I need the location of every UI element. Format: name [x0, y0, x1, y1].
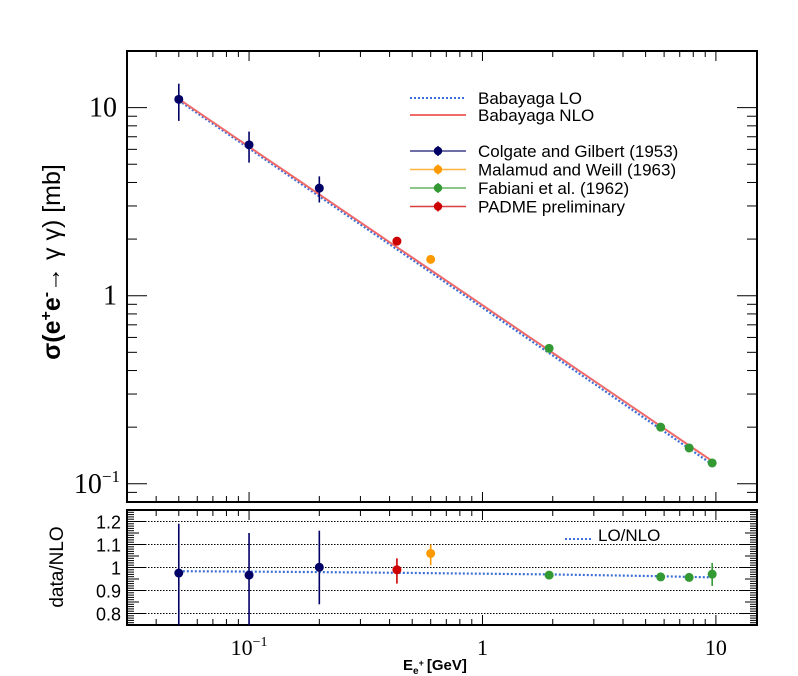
- x-tick-label: 10−1: [231, 635, 268, 660]
- legend-entry: Colgate and Gilbert (1953): [410, 142, 678, 161]
- y-tick-exponent: −1: [102, 467, 120, 486]
- main-data-point: [707, 458, 717, 468]
- legend-label: Colgate and Gilbert (1953): [478, 142, 678, 161]
- x-tick-exponent: −1: [253, 635, 268, 650]
- ratio-y-tick-label: 1.1: [96, 536, 121, 556]
- ratio-y-axis-title: data/NLO: [47, 526, 68, 607]
- ratio-y-tick-label: 0.8: [96, 605, 121, 625]
- ratio-data-point: [707, 569, 717, 579]
- ratio-panel: 10−1 1 10 0.8 0.9 1 1.1 1.2 LO/NLO: [96, 509, 758, 660]
- legend-entry: PADME preliminary: [410, 198, 626, 217]
- ratio-data-point: [684, 572, 694, 582]
- legend-label: PADME preliminary: [478, 198, 626, 217]
- legend-label: Malamud and Weill (1963): [478, 161, 676, 180]
- main-plot-frame: [126, 50, 758, 503]
- legend-swatch-marker: [433, 165, 443, 174]
- ratio-data-point: [544, 570, 554, 580]
- ratio-data-point: [426, 548, 436, 558]
- curve-babayaga-nlo: [178, 98, 713, 462]
- main-data-point: [244, 140, 254, 150]
- main-data-point: [684, 443, 694, 453]
- x-tick-label: 1: [477, 635, 488, 660]
- legend-entry: Babayaga LO: [410, 89, 582, 108]
- ratio-data-point: [656, 572, 666, 582]
- main-y-tick-label: 10: [89, 93, 117, 124]
- main-data-point: [656, 422, 666, 432]
- curve-lo-over-nlo: [178, 570, 713, 579]
- legend-label: Fabiani et al. (1962): [478, 179, 629, 198]
- x-tick-label: 10: [705, 635, 727, 660]
- main-data-point: [174, 94, 184, 104]
- legend-swatch-marker: [433, 146, 443, 156]
- main-data-point: [392, 236, 402, 246]
- main-y-axis-title: σ(e+e-→ γ γ) [mb]: [38, 164, 66, 360]
- legend-entry: Babayaga NLO: [410, 106, 594, 125]
- legend-swatch-marker: [433, 183, 443, 193]
- ratio-data-point: [174, 568, 184, 578]
- x-axis-title: Ee+ [GeV]: [403, 657, 467, 676]
- ratio-legend: LO/NLO: [565, 526, 660, 545]
- ratio-data-point: [314, 562, 324, 572]
- main-data-point: [544, 343, 554, 353]
- ratio-y-tick-label: 0.9: [96, 582, 121, 602]
- ratio-data-point: [392, 565, 402, 575]
- main-data-point: [426, 254, 436, 264]
- main-y-tick-label: 1: [103, 281, 117, 312]
- curve-babayaga-lo: [178, 99, 713, 466]
- legend-entry: Malamud and Weill (1963): [410, 161, 676, 180]
- ratio-y-tick-label: 1.2: [96, 513, 121, 533]
- ratio-y-tick-label: 1: [111, 559, 121, 579]
- main-data-point: [314, 183, 324, 193]
- legend-label: Babayaga NLO: [478, 106, 594, 125]
- ratio-data-point: [244, 570, 254, 580]
- legend-swatch-marker: [433, 202, 443, 211]
- legend-label: Babayaga LO: [478, 89, 582, 108]
- legend-label: LO/NLO: [598, 526, 660, 545]
- legend-entry: Fabiani et al. (1962): [410, 179, 629, 198]
- main-y-tick-label: 10−1: [74, 467, 120, 500]
